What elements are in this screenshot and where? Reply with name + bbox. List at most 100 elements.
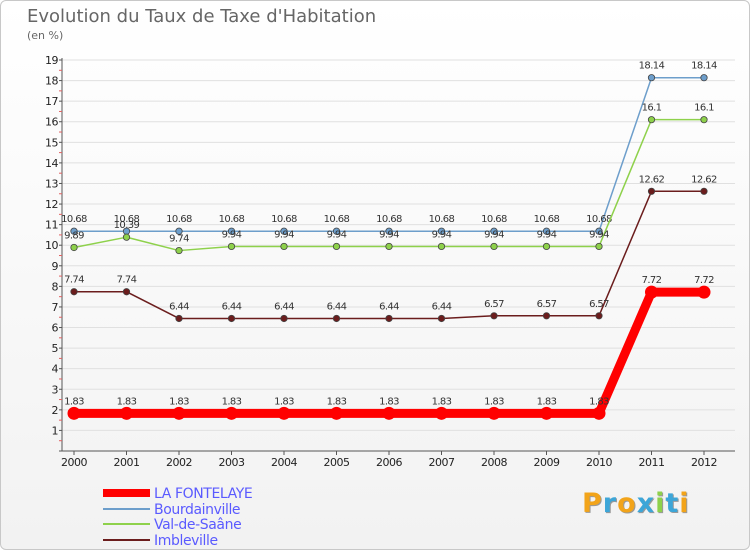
series-2-data-label: 9.94 xyxy=(379,229,399,240)
series-0-point xyxy=(225,406,238,420)
series-3-point xyxy=(280,314,288,323)
series-0-data-label: 1.83 xyxy=(117,396,137,407)
series-0-point xyxy=(67,406,81,420)
series-2-data-label: 9.94 xyxy=(432,229,452,240)
series-2-data-label: 9.89 xyxy=(64,230,84,241)
y-tick-label: 6 xyxy=(52,322,59,335)
series-3-data-label: 6.44 xyxy=(169,301,189,312)
series-3-data-label: 6.57 xyxy=(484,299,504,310)
y-tick-label: 18 xyxy=(45,75,58,88)
y-tick-label: 9 xyxy=(52,260,59,273)
series-2-data-label: 9.94 xyxy=(222,229,242,240)
x-tick-label: 2005 xyxy=(324,456,350,469)
series-3-point xyxy=(227,314,236,323)
chart-title: Evolution du Taux de Taxe d'Habitation xyxy=(27,6,377,27)
series-3-data-label: 6.44 xyxy=(379,301,399,312)
series-2-data-label: 9.94 xyxy=(327,229,347,240)
series-1-point xyxy=(227,227,236,235)
y-tick-label: 3 xyxy=(52,383,59,396)
y-tick-label: 15 xyxy=(45,136,58,149)
series-0-data-label: 1.83 xyxy=(484,396,504,407)
series-2-point xyxy=(280,242,288,251)
series-2-data-label: 9.74 xyxy=(169,234,189,245)
series-3-point xyxy=(122,288,131,296)
series-2-data-label: 16.1 xyxy=(694,103,714,114)
series-1-data-label: 10.68 xyxy=(429,214,455,225)
series-3-point xyxy=(437,314,446,323)
y-tick-label: 2 xyxy=(52,404,59,417)
x-tick-label: 2008 xyxy=(481,456,507,469)
series-1-data-label: 10.68 xyxy=(61,214,87,225)
y-tick-label: 13 xyxy=(45,177,58,190)
series-3-data-label: 6.44 xyxy=(274,301,294,312)
series-0-point xyxy=(592,406,606,420)
series-0-data-label: 1.83 xyxy=(327,396,347,407)
y-tick-label: 14 xyxy=(45,157,58,170)
series-3-point xyxy=(175,314,183,323)
series-1-data-label: 10.68 xyxy=(219,214,245,225)
series-0-point xyxy=(120,406,133,420)
y-tick-label: 10 xyxy=(45,239,58,252)
series-3-data-label: 12.62 xyxy=(691,174,717,185)
series-3-point xyxy=(332,314,341,323)
chart-subtitle: (en %) xyxy=(27,29,64,42)
series-1-point xyxy=(542,227,551,235)
series-0-point xyxy=(382,406,396,420)
series-1-data-label: 10.68 xyxy=(166,214,192,225)
series-1-point xyxy=(595,227,603,235)
series-1-data-label: 10.68 xyxy=(324,214,350,225)
y-tick-label: 16 xyxy=(45,116,58,129)
series-2-point xyxy=(332,242,341,251)
series-3-point xyxy=(647,187,656,195)
series-2-data-label: 10.39 xyxy=(114,220,140,231)
series-1-point xyxy=(175,227,183,235)
x-tick-label: 2002 xyxy=(166,456,192,469)
series-2-point xyxy=(70,243,78,252)
series-2-point xyxy=(647,116,656,124)
series-0-data-label: 7.72 xyxy=(642,275,662,286)
y-tick-label: 5 xyxy=(52,342,59,355)
series-3-point xyxy=(385,314,393,323)
y-tick-label: 4 xyxy=(52,363,59,376)
series-3-point xyxy=(70,288,78,296)
series-0-data-label: 1.83 xyxy=(222,396,242,407)
series-2-point xyxy=(595,242,603,251)
series-1-point xyxy=(647,74,656,82)
x-tick-label: 2001 xyxy=(114,456,140,469)
series-0-point xyxy=(645,285,658,299)
series-3-data-label: 7.74 xyxy=(64,275,84,286)
logo-letter-i1: i xyxy=(655,488,666,519)
series-0-point xyxy=(172,406,186,420)
series-1-point xyxy=(332,227,341,235)
series-0-data-label: 1.83 xyxy=(169,396,189,407)
series-1-data-label: 10.68 xyxy=(376,214,402,225)
legend-label-3: Imbleville xyxy=(154,533,218,549)
y-tick-label: 1 xyxy=(52,424,59,437)
x-tick-label: 2000 xyxy=(61,456,87,469)
x-tick-label: 2007 xyxy=(429,456,455,469)
x-tick-label: 2006 xyxy=(376,456,402,469)
logo-letter-p: P xyxy=(582,488,603,519)
series-1-data-label: 10.68 xyxy=(481,214,507,225)
series-2-data-label: 16.1 xyxy=(642,103,662,114)
series-3-data-label: 6.44 xyxy=(327,301,347,312)
logo-letter-x: x xyxy=(636,488,656,519)
series-0-data-label: 1.83 xyxy=(589,396,609,407)
series-1-data-label: 10.68 xyxy=(271,214,297,225)
logo-letter-i2: i xyxy=(679,488,690,519)
series-3-data-label: 7.74 xyxy=(117,275,137,286)
x-tick-label: 2010 xyxy=(586,456,612,469)
series-3-data-label: 6.44 xyxy=(222,301,242,312)
series-2-point xyxy=(437,242,446,251)
series-0-data-label: 7.72 xyxy=(694,275,714,286)
series-2-point xyxy=(227,242,236,251)
series-1-point xyxy=(280,227,288,235)
series-0-data-label: 1.83 xyxy=(537,396,557,407)
y-tick-label: 7 xyxy=(52,301,59,314)
series-1-data-label: 10.68 xyxy=(114,214,140,225)
x-tick-label: 2011 xyxy=(639,456,665,469)
series-0-point xyxy=(277,406,291,420)
series-2-point xyxy=(490,242,498,251)
series-2-data-label: 9.94 xyxy=(589,229,609,240)
